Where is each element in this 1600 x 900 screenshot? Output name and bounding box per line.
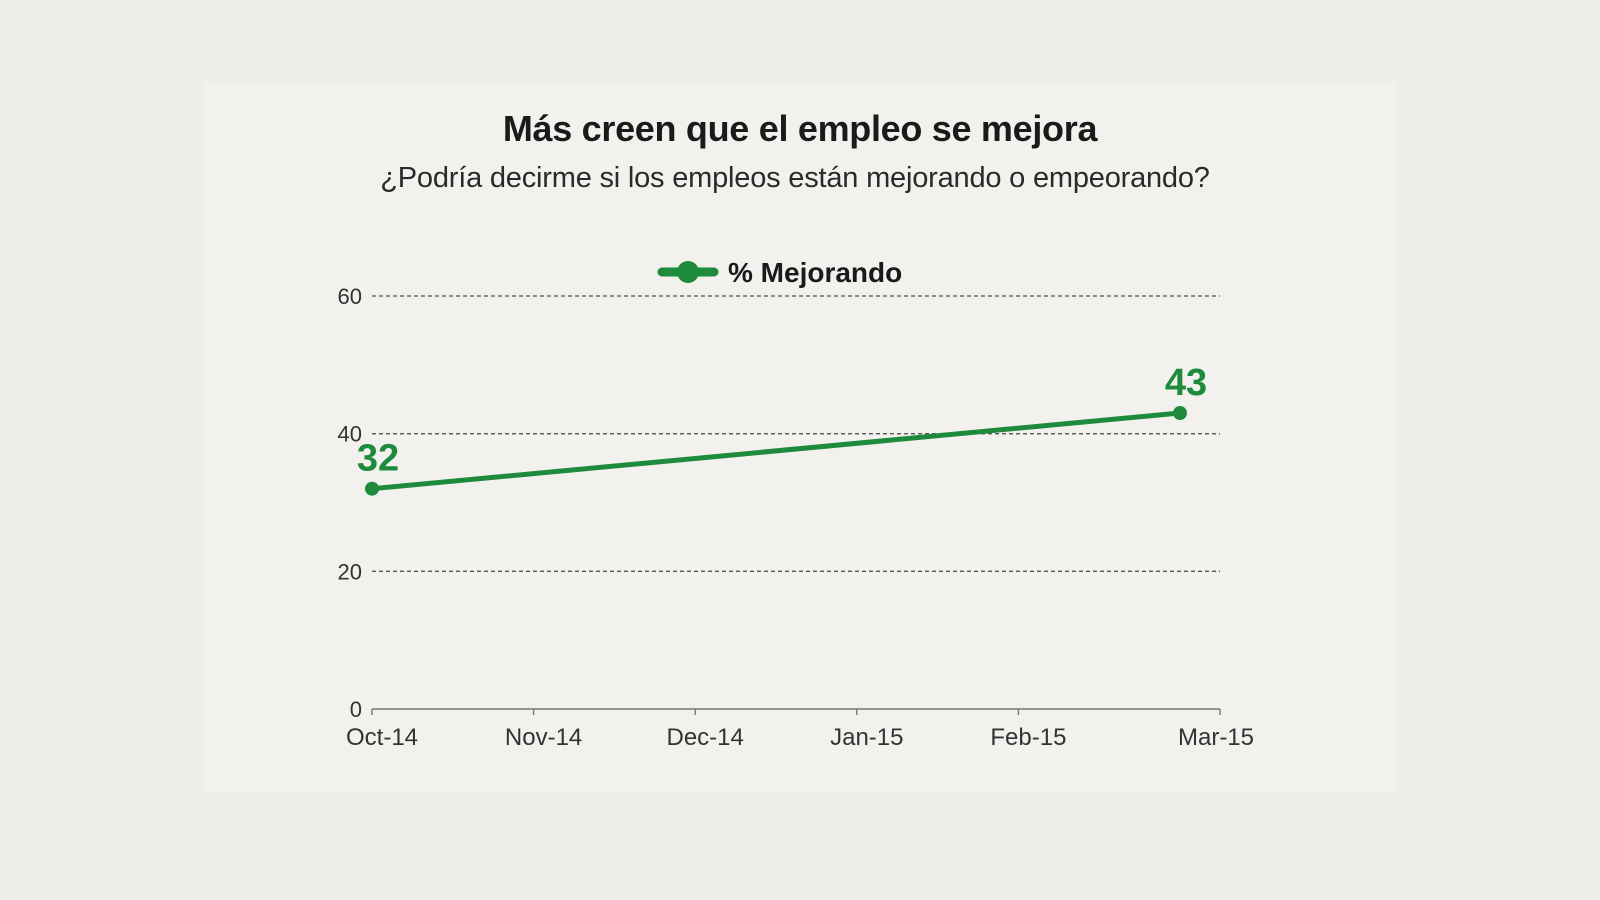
series-line (369, 410, 1183, 492)
legend: % Mejorando (657, 257, 902, 288)
y-tick-label: 40 (338, 422, 362, 447)
x-tick-label: Mar-15 (1178, 724, 1254, 751)
x-tick-label: Oct-14 (346, 724, 418, 751)
chart-title: Más creen que el empleo se mejora (502, 108, 1098, 149)
legend-label: % Mejorando (728, 257, 902, 288)
x-axis (371, 708, 1221, 715)
y-tick-label: 60 (338, 284, 362, 309)
y-tick-label: 20 (338, 559, 362, 584)
y-tick-label: 0 (350, 697, 362, 722)
x-tick-label: Nov-14 (505, 724, 582, 751)
data-point (365, 481, 379, 496)
data-point (1173, 406, 1187, 421)
x-tick-label: Dec-14 (667, 724, 744, 751)
y-tick-labels: 0 20 40 60 (338, 284, 362, 722)
chart-subtitle: ¿Podría decirme si los empleos están mej… (380, 162, 1210, 194)
x-tick-label: Jan-15 (830, 724, 903, 751)
x-tick-label: Feb-15 (990, 724, 1066, 751)
legend-marker-icon (677, 261, 699, 283)
series-layer (365, 406, 1187, 496)
chart-panel (205, 82, 1395, 792)
data-label: 32 (357, 438, 399, 480)
x-tick-labels: Oct-14 Nov-14 Dec-14 Jan-15 Feb-15 Mar-15 (346, 724, 1254, 751)
grid-lines (372, 295, 1220, 572)
data-label: 43 (1165, 362, 1207, 404)
data-labels: 32 43 (357, 362, 1207, 480)
